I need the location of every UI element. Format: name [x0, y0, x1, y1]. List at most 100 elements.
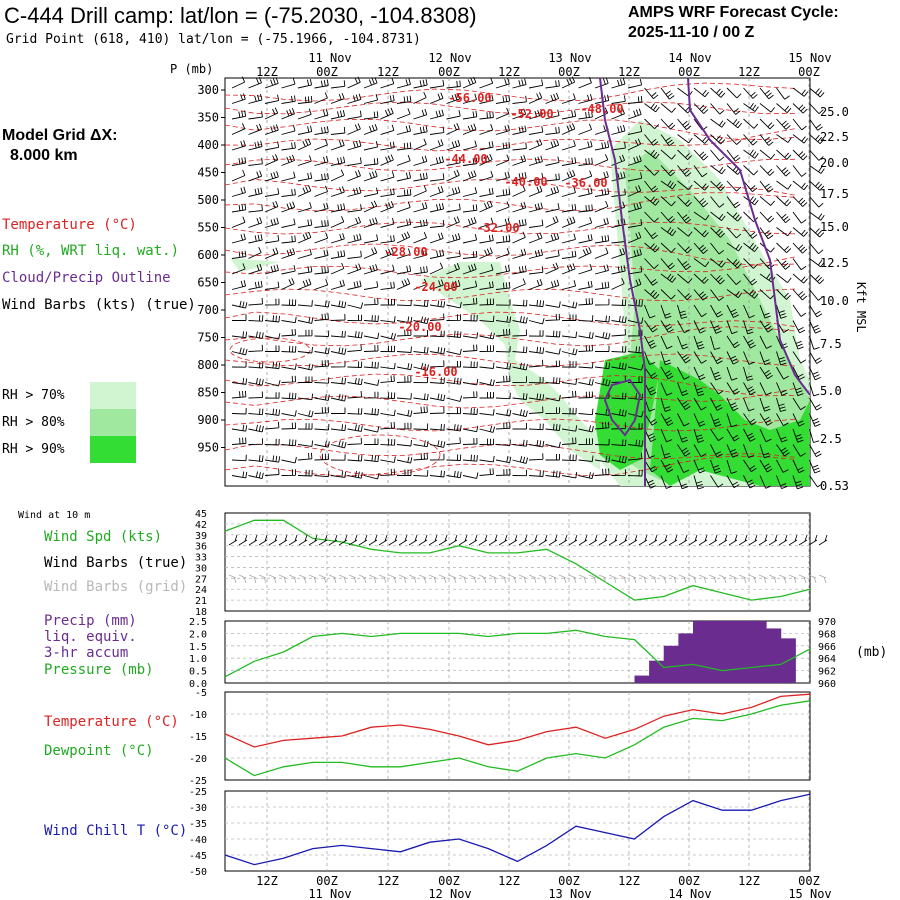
wind-barb [578, 234, 593, 244]
wind-barb [248, 217, 263, 228]
wind-barb [413, 423, 429, 430]
wind-barb [628, 376, 643, 383]
wind-barb [561, 186, 576, 197]
temp-ytick: -15 [189, 732, 207, 743]
wind-barb [677, 444, 691, 457]
wind-barb [528, 346, 545, 354]
wind-barb [314, 470, 330, 478]
date-label-top: 11 Nov [308, 51, 351, 65]
wind-barb [413, 232, 427, 244]
wind-barb [495, 362, 512, 370]
wind-barb [693, 196, 709, 208]
wind-barb [611, 108, 625, 120]
wind-barb-grid [538, 574, 547, 584]
height-tick: 0.53 [820, 479, 849, 493]
wind-barb [330, 233, 345, 244]
chill-ytick: -45 [189, 851, 207, 862]
wind-barb [627, 125, 643, 135]
wind-barb-true [508, 534, 518, 546]
wind-barb-grid [308, 574, 317, 584]
wind-barb [726, 87, 742, 99]
pressure-ytick: 966 [818, 642, 836, 653]
wind-barb [396, 248, 411, 259]
wind-barb [693, 227, 709, 238]
wind-barb [743, 382, 756, 396]
wind-barb-true [228, 534, 238, 546]
wind-barb [314, 232, 329, 244]
temp-panel-frame [224, 691, 811, 781]
wind-barb [264, 94, 280, 104]
station-title: C-444 Drill camp: lat/lon = (-75.2030, -… [4, 3, 477, 28]
wind-barb [545, 394, 561, 402]
wind-barb-grid [438, 574, 447, 584]
wind-barb [776, 118, 791, 130]
wind-barb [627, 265, 643, 275]
wind-barb [429, 423, 445, 431]
wind-barb [495, 188, 511, 197]
wind-barb [231, 233, 246, 244]
wind-barb [380, 345, 396, 353]
wind-barb [462, 204, 478, 213]
wind-barb [743, 165, 759, 176]
wind-barb [248, 424, 264, 433]
wind-barb [462, 314, 478, 322]
pressure-ytick: 960 [818, 679, 836, 690]
wind-barb [743, 335, 756, 349]
wind-barb [413, 406, 428, 414]
wind-barb [297, 172, 313, 182]
wind-barb [660, 87, 675, 100]
wind-barb [512, 155, 527, 166]
wind-barb [578, 391, 593, 399]
pressure-tick: 850 [197, 386, 219, 400]
precip-bar [722, 621, 738, 683]
wind-barb [231, 424, 248, 432]
wind-ytick: 36 [195, 542, 207, 553]
dewpoint-line [224, 700, 811, 777]
wind-barb [611, 142, 626, 151]
date-label-bottom: 12 Nov [428, 887, 471, 900]
wind-barb [792, 475, 804, 490]
wind-barb [627, 364, 644, 371]
wind-barb [363, 187, 379, 197]
wind-barb-grid [378, 574, 387, 584]
wind-barb [363, 315, 379, 322]
wind-barb-grid [718, 574, 727, 584]
wind-barb [776, 227, 792, 237]
isotherm-label: -48.00 [580, 102, 623, 116]
wind-barb [561, 157, 577, 166]
wind-barb [512, 278, 526, 290]
wind-barb [297, 363, 314, 371]
chill-panel-frame [224, 790, 811, 872]
wind-barb-true [498, 534, 508, 546]
wind-barb [231, 157, 247, 166]
time-tick-bottom: 00Z [316, 874, 338, 888]
wind-barb [396, 299, 412, 307]
wind-barb [726, 475, 740, 488]
wind-barb [429, 156, 445, 166]
wind-barb [479, 362, 495, 369]
wind-barb [644, 180, 659, 193]
wind-barb [578, 247, 592, 259]
wind-barb [743, 413, 757, 426]
time-tick-top: 12Z [618, 65, 640, 79]
wind-barb [743, 242, 759, 252]
wind-barb [743, 149, 759, 159]
wind-barb [330, 80, 346, 89]
wind-barb [314, 300, 330, 308]
wind-barb [380, 299, 395, 306]
legend-temperature: Temperature (°C) [2, 217, 137, 233]
wind-barb [495, 107, 510, 120]
wind-barb [462, 408, 478, 415]
wind-barb [462, 216, 477, 228]
wind-barb-true [308, 534, 318, 546]
wind-barb-grid [628, 574, 637, 584]
wind-barb [561, 407, 577, 415]
wind-barb [347, 186, 362, 197]
wind-barb [710, 428, 724, 441]
wind-barb [743, 320, 754, 335]
wind-barb [446, 348, 462, 356]
wind-barb [446, 454, 462, 461]
wind-barb [231, 140, 246, 151]
wind-barb [462, 234, 478, 244]
wind-barb [677, 335, 689, 350]
